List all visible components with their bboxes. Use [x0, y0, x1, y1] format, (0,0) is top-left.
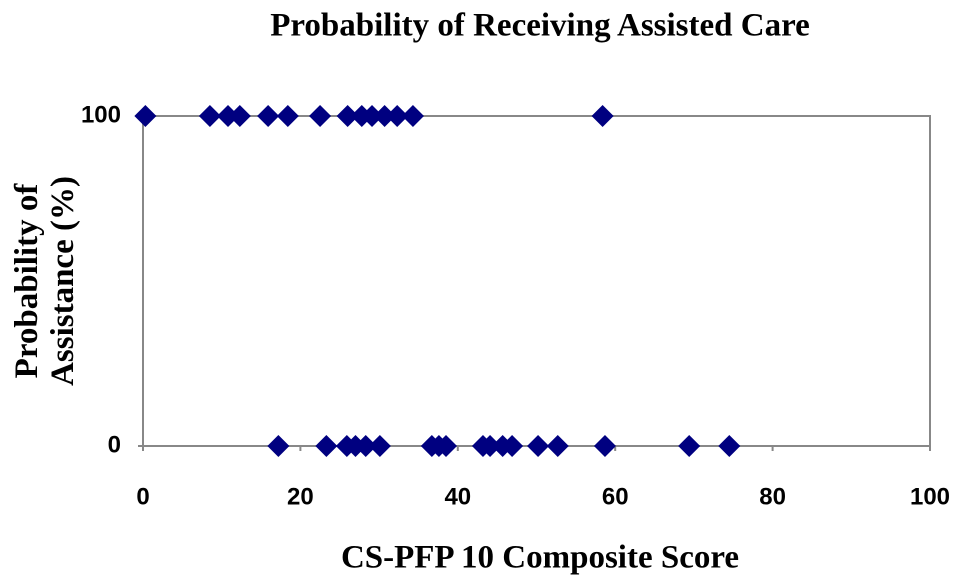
point	[386, 105, 409, 127]
point	[276, 105, 299, 127]
point	[373, 105, 396, 127]
point	[267, 435, 290, 457]
point	[309, 105, 332, 127]
point	[336, 105, 359, 127]
point	[546, 435, 569, 457]
point	[479, 435, 502, 457]
point	[401, 105, 424, 127]
point	[354, 435, 377, 457]
x-tick-label: 20	[287, 483, 314, 510]
x-axis-label: CS-PFP 10 Composite Score	[341, 540, 739, 576]
point	[718, 435, 741, 457]
plot-area	[142, 115, 931, 447]
y-tick-label: 0	[108, 431, 121, 458]
x-tick-label: 80	[759, 483, 786, 510]
point	[501, 435, 524, 457]
point	[198, 105, 221, 127]
chart-title: Probability of Receiving Assisted Care	[270, 8, 810, 44]
point	[257, 105, 280, 127]
point	[315, 435, 338, 457]
point	[591, 105, 614, 127]
y-axis-label: Probability of Assistance (%)	[9, 176, 81, 386]
point	[593, 435, 616, 457]
point	[434, 435, 457, 457]
x-tick-label: 100	[910, 483, 950, 510]
x-tick-label: 60	[602, 483, 629, 510]
x-tick-label: 0	[136, 483, 149, 510]
point	[134, 105, 157, 127]
point	[678, 435, 701, 457]
x-tick-label: 40	[444, 483, 471, 510]
point	[216, 105, 239, 127]
point	[527, 435, 550, 457]
y-tick-label: 100	[81, 101, 121, 128]
point	[228, 105, 251, 127]
point	[361, 105, 384, 127]
point	[368, 435, 391, 457]
